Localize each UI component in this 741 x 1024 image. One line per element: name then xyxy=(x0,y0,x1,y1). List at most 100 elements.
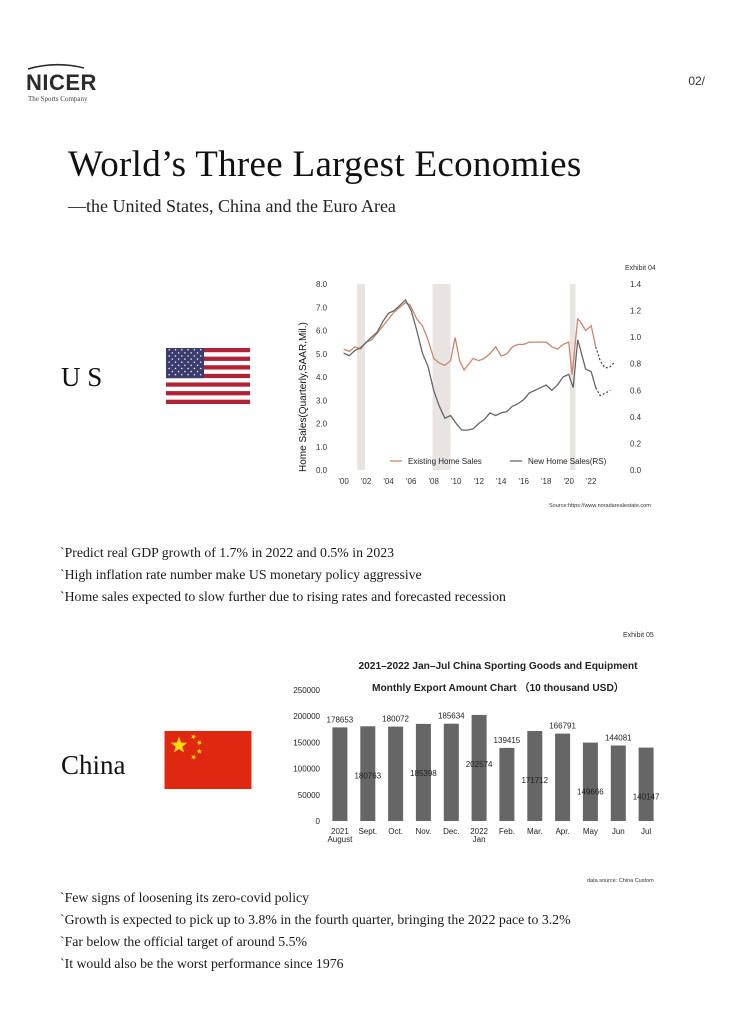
y-tick-label: 0.0 xyxy=(316,466,328,475)
recession-band xyxy=(569,284,576,470)
bar-chart-title: 2021–2022 Jan–Jul China Sporting Goods a… xyxy=(358,661,638,672)
page-number: 02/ xyxy=(688,74,705,88)
legend-existing-home-sales: Existing Home Sales xyxy=(408,457,482,466)
bar-value-label: 202574 xyxy=(466,760,493,769)
logo-swoosh-icon xyxy=(27,63,85,70)
x-tick-label: '12 xyxy=(473,477,484,486)
new-home-sales-projection xyxy=(595,387,611,397)
y2-tick-label: 0.0 xyxy=(630,466,642,475)
bar-value-label: 139415 xyxy=(494,736,521,745)
bar-value-label: 171712 xyxy=(521,776,548,785)
list-item: `Growth is expected to pick up to 3.8% i… xyxy=(60,912,571,927)
us-chart-source: Source:https://www.noradarealestate.com xyxy=(549,503,651,509)
bar-value-label: 185634 xyxy=(438,712,465,721)
y-tick-label: 7.0 xyxy=(316,303,328,312)
bar-value-label: 166791 xyxy=(549,722,576,731)
bar-value-label: 178653 xyxy=(327,715,354,724)
x-tick-label: Jun xyxy=(612,827,625,836)
y-tick-label: 3.0 xyxy=(316,396,328,405)
list-item: `Home sales expected to slow further due… xyxy=(60,589,506,604)
existing-home-sales-line xyxy=(343,301,597,375)
bar xyxy=(610,745,626,821)
x-tick-label: Mar. xyxy=(527,827,543,836)
x-tick-label: '18 xyxy=(541,477,552,486)
y-tick-label: 0 xyxy=(316,817,321,826)
y-tick-label: 200000 xyxy=(293,712,320,721)
y2-tick-label: 1.2 xyxy=(630,307,642,316)
bar xyxy=(360,726,376,821)
home-sales-y-axis-label: Home Sales(Quarterly,SAAR,Mil.) xyxy=(298,322,309,472)
bar xyxy=(638,747,654,821)
y2-tick-label: 0.2 xyxy=(630,439,642,448)
x-tick-label: May xyxy=(583,827,598,836)
y-tick-label: 6.0 xyxy=(316,327,328,336)
company-logo: NICER xyxy=(26,70,97,95)
us-flag-icon xyxy=(166,348,250,404)
legend-new-home-sales: New Home Sales(RS) xyxy=(528,457,607,466)
y2-tick-label: 1.0 xyxy=(630,333,642,342)
y-tick-label: 4.0 xyxy=(316,373,328,382)
y-tick-label: 50000 xyxy=(298,791,321,800)
home-sales-chart: 0.0 1.0 2.0 3.0 4.0 5.0 6.0 7.0 8.0 0.0 0.2 0.4 0.6… xyxy=(298,280,642,486)
bar-chart-subtitle: Monthly Export Amount Chart （10 thousand… xyxy=(372,681,624,694)
x-tick-label: 2022 xyxy=(470,827,488,836)
us-exhibit-label: Exhibit 04 xyxy=(625,265,656,272)
x-tick-label: '04 xyxy=(383,477,394,486)
page-subtitle: —the United States, China and the Euro A… xyxy=(68,196,396,216)
y2-tick-label: 0.4 xyxy=(630,413,642,422)
china-section-label: China xyxy=(61,750,126,780)
us-bullet-list: `Predict real GDP growth of 1.7% in 2022… xyxy=(60,542,506,608)
x-tick-label: '20 xyxy=(563,477,574,486)
x-tick-label: '08 xyxy=(428,477,439,486)
bar-value-label: 185398 xyxy=(410,769,437,778)
existing-home-sales-projection xyxy=(595,346,615,369)
y-tick-label: 5.0 xyxy=(316,350,328,359)
us-section-label: U S xyxy=(61,362,103,392)
list-item: `Few signs of loosening its zero-covid p… xyxy=(60,890,310,905)
x-tick-label: Nov. xyxy=(415,827,431,836)
recession-band xyxy=(357,284,365,470)
bar-value-label: 144081 xyxy=(605,734,632,743)
x-tick-label: Jul xyxy=(641,827,651,836)
page-title: World’s Three Largest Economies xyxy=(68,144,582,185)
x-tick-label: '10 xyxy=(451,477,462,486)
company-tagline: The Sports Company xyxy=(28,95,88,103)
bar xyxy=(415,723,431,821)
home-sales-legend: Existing Home Sales New Home Sales(RS) xyxy=(390,457,607,466)
list-item: `It would also be the worst performance … xyxy=(60,956,344,971)
bar xyxy=(555,733,571,821)
bar-value-label: 149666 xyxy=(577,788,604,797)
y2-tick-label: 0.6 xyxy=(630,386,642,395)
china-chart-source: data source: China Custom xyxy=(587,878,654,884)
new-home-sales-line xyxy=(343,298,597,431)
x-tick-label: '02 xyxy=(361,477,372,486)
bar-value-label: 140147 xyxy=(633,793,660,802)
china-bullet-list: `Few signs of loosening its zero-covid p… xyxy=(60,887,571,975)
bar xyxy=(332,727,348,821)
y-tick-label: 100000 xyxy=(293,765,320,774)
bar xyxy=(527,731,543,821)
y-tick-label: 250000 xyxy=(293,686,320,695)
y-tick-label: 2.0 xyxy=(316,420,328,429)
bar-value-label: 180763 xyxy=(354,771,381,780)
bar xyxy=(388,726,404,821)
bar xyxy=(471,714,487,821)
x-tick-label: '06 xyxy=(406,477,417,486)
y2-tick-label: 0.8 xyxy=(630,360,642,369)
china-flag-icon xyxy=(164,731,252,789)
x-tick-label: Feb. xyxy=(499,827,515,836)
y-tick-label: 8.0 xyxy=(316,280,328,289)
list-item: `Predict real GDP growth of 1.7% in 2022… xyxy=(60,545,395,560)
x-tick-label: Dec. xyxy=(443,827,459,836)
x-tick-label: Oct. xyxy=(388,827,403,836)
y-tick-label: 150000 xyxy=(293,738,320,747)
china-exhibit-label: Exhibit 05 xyxy=(623,632,654,639)
bar xyxy=(443,723,459,821)
x-tick-label: '14 xyxy=(496,477,507,486)
x-tick-label: Jan xyxy=(473,835,486,844)
y2-tick-label: 1.4 xyxy=(630,280,642,289)
x-tick-label: '16 xyxy=(518,477,529,486)
x-tick-label: 2021 xyxy=(331,827,349,836)
bar xyxy=(582,742,598,821)
x-tick-label: Apr. xyxy=(555,827,569,836)
